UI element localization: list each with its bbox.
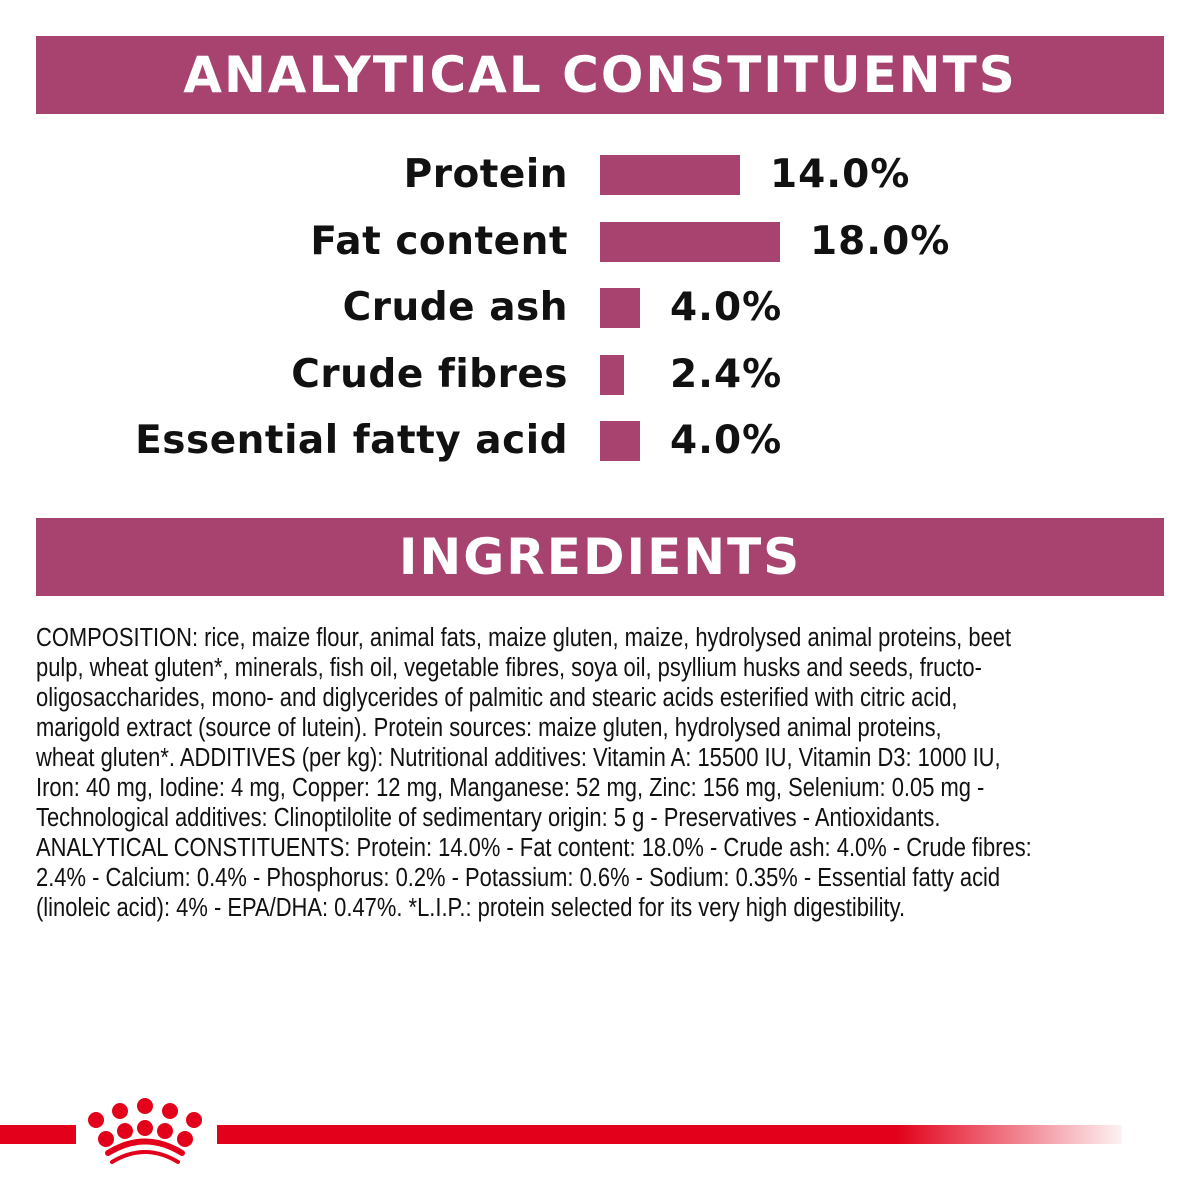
- bar: [600, 354, 624, 395]
- bar: [600, 221, 780, 262]
- category-label: Essential fatty acid: [135, 418, 568, 463]
- value-label: 4.0%: [670, 418, 783, 463]
- ingredients-title: INGREDIENTS: [398, 528, 802, 586]
- ingredients-header: INGREDIENTS: [36, 518, 1164, 596]
- value-label: 4.0%: [670, 285, 783, 330]
- value-label: 2.4%: [670, 351, 783, 397]
- bar: [600, 421, 640, 461]
- brand-stripe-right: [217, 1125, 1122, 1144]
- category-label: Crude ash: [342, 285, 568, 330]
- chart-row: Crude fibres 2.4%: [0, 351, 1200, 397]
- chart-row: Essential fatty acid 4.0%: [0, 419, 1200, 463]
- ingredients-line: Iron: 40 mg, Iodine: 4 mg, Copper: 12 mg…: [36, 774, 985, 802]
- ingredients-line: 2.4% - Calcium: 0.4% - Phosphorus: 0.2% …: [36, 864, 1001, 892]
- ingredients-line: Technological additives: Clinoptilolite …: [36, 804, 941, 832]
- ingredients-line: pulp, wheat gluten*, minerals, fish oil,…: [36, 654, 982, 682]
- ingredients-line: oligosaccharides, mono- and diglycerides…: [36, 684, 958, 712]
- ingredients-line: ANALYTICAL CONSTITUENTS: Protein: 14.0% …: [36, 834, 1032, 862]
- ingredients-line: wheat gluten*. ADDITIVES (per kg): Nutri…: [36, 744, 1001, 772]
- analytical-constituents-header: ANALYTICAL CONSTITUENTS: [36, 36, 1164, 114]
- ingredients-text: COMPOSITION: rice, maize flour, animal f…: [36, 623, 1194, 923]
- chart-row: Crude ash 4.0%: [0, 286, 1200, 330]
- ingredients-line: marigold extract (source of lutein). Pro…: [36, 714, 942, 742]
- crown-logo-icon: [88, 1098, 202, 1164]
- bar: [600, 155, 740, 195]
- category-label: Protein: [403, 152, 568, 197]
- chart-row: Protein 14.0%: [0, 153, 1200, 197]
- value-label: 18.0%: [810, 218, 951, 264]
- category-label: Crude fibres: [291, 351, 568, 397]
- category-label: Fat content: [310, 218, 568, 264]
- bar: [600, 288, 640, 328]
- ingredients-line: (linoleic acid): 4% - EPA/DHA: 0.47%. *L…: [36, 894, 906, 922]
- chart-row: Fat content 18.0%: [0, 218, 1200, 264]
- brand-stripe-left: [0, 1125, 76, 1144]
- ingredients-line: COMPOSITION: rice, maize flour, animal f…: [36, 624, 1012, 652]
- value-label: 14.0%: [770, 152, 911, 197]
- analytical-constituents-title: ANALYTICAL CONSTITUENTS: [183, 46, 1017, 104]
